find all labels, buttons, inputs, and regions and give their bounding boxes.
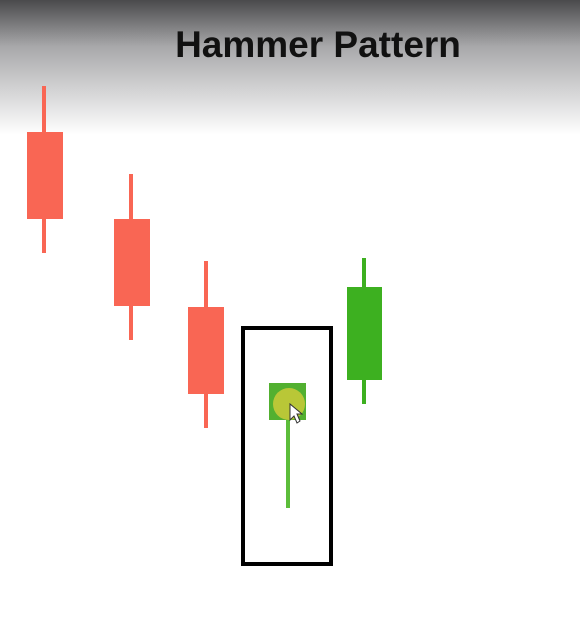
hammer-candle <box>269 383 306 508</box>
body <box>188 307 224 394</box>
candle-3 <box>188 261 224 428</box>
candle-5 <box>347 258 382 404</box>
top-shade <box>0 0 580 135</box>
title: Hammer Pattern <box>175 24 461 65</box>
body <box>27 132 63 219</box>
candle-1 <box>27 86 63 253</box>
body <box>114 219 150 306</box>
candle-2 <box>114 174 150 340</box>
cursor-highlight <box>273 388 305 420</box>
body <box>347 287 382 380</box>
highlight-box <box>241 326 333 566</box>
cursor <box>289 402 304 424</box>
